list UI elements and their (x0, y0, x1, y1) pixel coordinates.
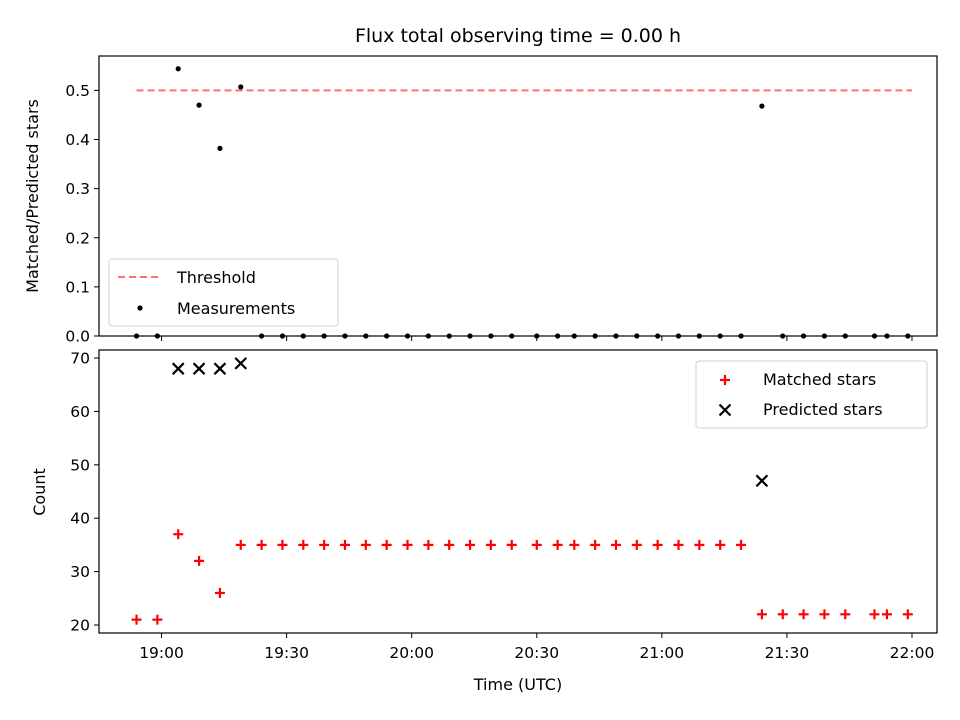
matched-star-point (131, 614, 142, 625)
measurement-point (759, 103, 765, 109)
matched-star-point (152, 614, 163, 625)
matched-star-point (756, 609, 767, 620)
x-tick-label: 21:30 (765, 644, 810, 662)
matched-star-point (235, 539, 246, 550)
legend-measurements-label: Measurements (177, 299, 295, 318)
count-legend: Matched stars Predicted stars (695, 360, 928, 429)
count-y-tick-label: 30 (70, 563, 90, 581)
ratio-legend: Threshold Measurements (108, 258, 339, 327)
count-y-axis-label: Count (30, 468, 49, 516)
count-plot-frame (98, 349, 938, 634)
predicted-star-point (213, 362, 227, 375)
matched-star-point (569, 539, 580, 550)
matched-star-point (465, 539, 476, 550)
matched-star-point (715, 539, 726, 550)
matched-star-point (902, 609, 913, 620)
ratio-panel: Flux total observing time = 0.00 h 0.00.… (23, 25, 938, 346)
matched-star-point (339, 539, 350, 550)
ratio-legend-box (108, 258, 339, 327)
count-y-tick-label: 60 (70, 403, 90, 421)
chart-title: Flux total observing time = 0.00 h (355, 25, 681, 47)
count-series-layer (131, 357, 913, 625)
count-y-tick-label: 40 (70, 510, 90, 528)
matched-star-point (552, 539, 563, 550)
predicted-star-point (755, 474, 769, 488)
count-x-axis-ticks: 19:00 19:30 20:00 20:30 21:00 21:30 22:00 (139, 633, 934, 662)
measurement-point (196, 102, 202, 108)
matched-star-point (298, 539, 309, 550)
legend-threshold-label: Threshold (176, 268, 256, 287)
matched-star-point (531, 539, 542, 550)
matched-star-point (360, 539, 371, 550)
matched-star-point (277, 539, 288, 550)
x-tick-label: 21:00 (639, 644, 684, 662)
matched-star-point (214, 587, 225, 598)
matched-star-point (423, 539, 434, 550)
matched-star-point (381, 539, 392, 550)
predicted-star-point (192, 362, 206, 375)
matched-star-point (402, 539, 413, 550)
count-y-tick-label: 50 (70, 456, 90, 474)
matched-star-point (652, 539, 663, 550)
matched-star-point (673, 539, 684, 550)
count-y-axis-ticks: 20 30 40 50 60 70 (70, 350, 99, 634)
matched-star-point (444, 539, 455, 550)
matched-star-point (777, 609, 788, 620)
legend-matched-swatch (720, 375, 730, 385)
ratio-y-axis-ticks: 0.0 0.1 0.2 0.3 0.4 0.5 (65, 82, 99, 346)
ratio-y-tick-label: 0.4 (65, 131, 90, 149)
count-y-tick-label: 70 (70, 350, 90, 368)
matched-star-point (840, 609, 851, 620)
matched-star-point (819, 609, 830, 620)
matched-star-point (694, 539, 705, 550)
matched-star-point (194, 555, 205, 566)
x-axis-label: Time (UTC) (473, 675, 562, 694)
count-legend-box (695, 360, 928, 429)
matched-star-point (506, 539, 517, 550)
matched-star-point (736, 539, 747, 550)
x-tick-label: 19:30 (264, 644, 309, 662)
x-tick-label: 20:00 (389, 644, 434, 662)
matched-star-point (173, 529, 184, 540)
measurement-point (217, 145, 223, 151)
predicted-star-point (234, 357, 248, 370)
ratio-plot-frame (98, 55, 938, 337)
legend-matched-label: Matched stars (763, 370, 876, 389)
matched-star-point (631, 539, 642, 550)
matched-star-point (610, 539, 621, 550)
measurement-point (175, 66, 181, 72)
matched-star-point (319, 539, 330, 550)
ratio-y-tick-label: 0.5 (65, 82, 90, 100)
matched-star-point (590, 539, 601, 550)
ratio-y-axis-label: Matched/Predicted stars (23, 99, 42, 293)
predicted-star-point (171, 362, 185, 375)
matched-star-point (256, 539, 267, 550)
legend-predicted-swatch (718, 403, 732, 417)
matched-star-point (881, 609, 892, 620)
ratio-x-axis-ticks (161, 336, 913, 341)
legend-predicted-label: Predicted stars (763, 400, 883, 419)
matched-star-point (485, 539, 496, 550)
x-tick-label: 20:30 (514, 644, 559, 662)
ratio-y-tick-label: 0.1 (65, 278, 90, 296)
ratio-y-tick-label: 0.3 (65, 180, 90, 198)
matched-star-point (869, 609, 880, 620)
x-tick-label: 19:00 (139, 644, 184, 662)
matched-star-point (798, 609, 809, 620)
ratio-y-tick-label: 0.0 (65, 328, 90, 346)
x-tick-label: 22:00 (890, 644, 935, 662)
ratio-y-tick-label: 0.2 (65, 229, 90, 247)
legend-measurements-swatch (137, 305, 143, 311)
count-panel: 20 30 40 50 60 70 19:00 19:30 20:00 20:30 21:00 21… (30, 349, 938, 694)
count-y-tick-label: 20 (70, 616, 90, 634)
measurement-point (238, 84, 244, 90)
